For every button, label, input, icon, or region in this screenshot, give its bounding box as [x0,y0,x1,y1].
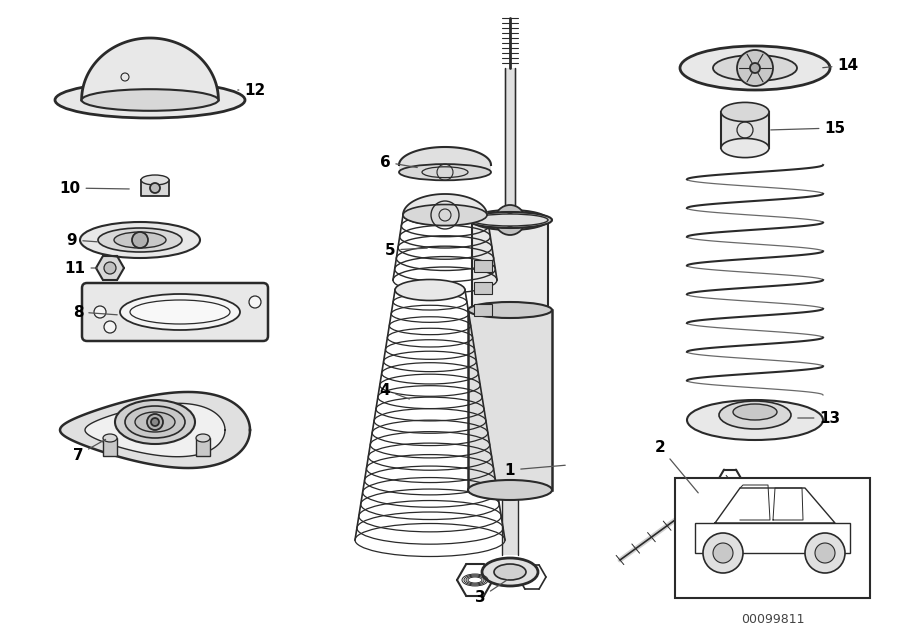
Ellipse shape [403,204,487,225]
Ellipse shape [482,558,538,586]
Bar [474,260,492,272]
Text: 1: 1 [505,462,565,478]
Bar [505,68,515,220]
Circle shape [104,321,116,333]
Ellipse shape [494,564,526,580]
Polygon shape [60,392,250,468]
Polygon shape [82,38,219,100]
Polygon shape [403,194,487,215]
Bar [196,438,210,456]
Text: 2: 2 [654,440,698,493]
Polygon shape [85,403,225,457]
Ellipse shape [115,400,195,444]
Ellipse shape [468,480,552,500]
Bar [472,220,548,310]
Circle shape [132,232,148,248]
Circle shape [737,50,773,86]
Bar [675,478,870,598]
Ellipse shape [103,434,117,442]
Text: 4: 4 [380,382,410,399]
Ellipse shape [719,401,791,429]
Polygon shape [399,147,491,172]
Polygon shape [96,256,124,280]
Text: 12: 12 [238,83,266,97]
Ellipse shape [721,103,769,122]
Ellipse shape [721,138,769,157]
Circle shape [504,214,516,226]
Circle shape [249,296,261,308]
Circle shape [94,306,106,318]
Polygon shape [695,523,850,553]
Ellipse shape [472,210,548,230]
Ellipse shape [135,412,175,432]
Ellipse shape [472,214,548,226]
Text: 11: 11 [65,261,97,275]
Polygon shape [141,180,169,196]
Circle shape [151,418,159,426]
Ellipse shape [125,406,185,438]
Bar [502,490,518,555]
Text: 3: 3 [474,580,508,606]
Text: 00099811: 00099811 [741,613,805,626]
Text: 8: 8 [73,304,117,320]
Circle shape [703,533,743,573]
Bar [721,112,769,148]
Text: 5: 5 [384,243,428,257]
Bar [474,282,492,294]
Ellipse shape [120,294,240,330]
Text: 15: 15 [770,120,846,136]
FancyBboxPatch shape [82,283,268,341]
Circle shape [104,262,116,274]
Circle shape [805,533,845,573]
Bar [103,438,117,456]
Text: 14: 14 [823,57,859,73]
Ellipse shape [733,404,777,420]
Bar [474,304,492,316]
Ellipse shape [680,46,830,90]
Ellipse shape [114,232,166,248]
Ellipse shape [98,228,182,252]
Bar [468,310,552,490]
Ellipse shape [687,400,823,440]
Circle shape [147,414,163,430]
Ellipse shape [399,164,491,180]
Circle shape [495,205,525,235]
Text: 9: 9 [67,233,97,248]
Ellipse shape [80,222,200,258]
Ellipse shape [395,280,465,301]
Ellipse shape [713,55,797,81]
Text: 10: 10 [59,180,130,196]
Circle shape [713,543,733,563]
Ellipse shape [55,82,245,118]
Ellipse shape [141,175,169,185]
Ellipse shape [82,89,219,111]
Circle shape [150,183,160,193]
Text: 6: 6 [380,155,418,169]
Circle shape [750,63,760,73]
Ellipse shape [468,212,552,228]
Text: 13: 13 [797,410,841,426]
Ellipse shape [468,302,552,318]
Ellipse shape [196,434,210,442]
Text: 7: 7 [73,440,105,462]
Circle shape [815,543,835,563]
Ellipse shape [130,300,230,324]
